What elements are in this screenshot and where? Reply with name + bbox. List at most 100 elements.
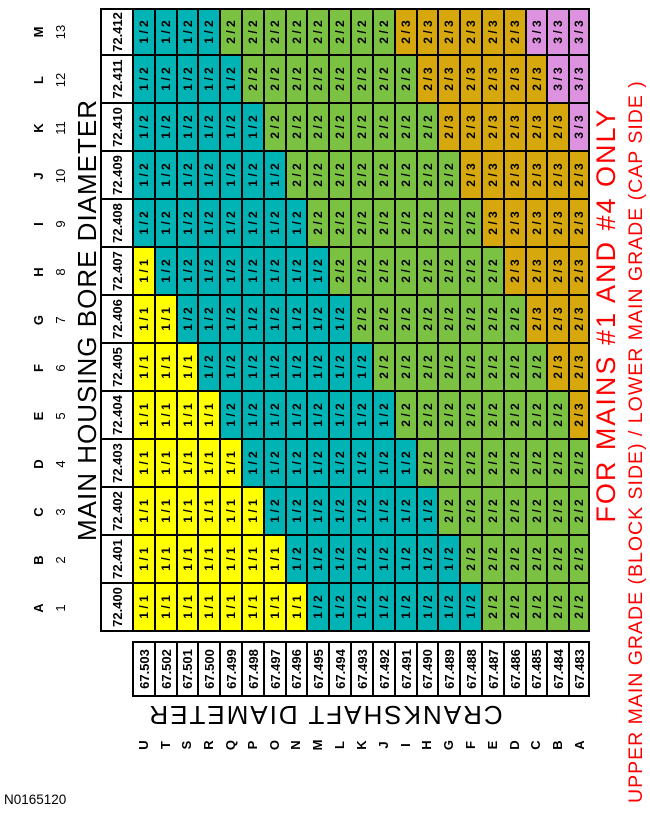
grade-cell: 1 / 2	[154, 8, 176, 56]
col-letter: H	[30, 267, 46, 277]
grade-cell: 1 / 2	[176, 296, 197, 344]
grade-cell: 2 / 2	[394, 296, 416, 344]
grade-cell: 2 / 3	[481, 8, 503, 56]
grade-cell: 2 / 2	[350, 296, 372, 344]
grade-cell: 2 / 2	[525, 584, 546, 632]
grade-cell: 2 / 2	[394, 104, 416, 152]
grade-cell: 1 / 1	[154, 536, 176, 584]
row-letter: U	[135, 740, 151, 750]
shaft-label-cell: 67.484	[546, 641, 568, 697]
grade-cell: 2 / 2	[568, 536, 590, 584]
grade-cell: 2 / 2	[328, 104, 350, 152]
grade-cell: 2 / 2	[416, 296, 437, 344]
grade-cell: 2 / 2	[525, 536, 546, 584]
grade-cell: 1 / 1	[241, 536, 263, 584]
col-number: 7	[52, 316, 68, 324]
row-letter: D	[506, 740, 522, 750]
shaft-label-cell: 67.499	[219, 641, 241, 697]
grade-cell: 2 / 3	[546, 296, 568, 344]
bore-header-cell: 72.408	[100, 200, 132, 248]
grade-cell: 1 / 2	[285, 440, 306, 488]
grade-cell: 2 / 2	[263, 8, 285, 56]
grade-cell: 1 / 2	[197, 296, 219, 344]
grade-cell: 2 / 3	[459, 104, 481, 152]
grade-cell: 1 / 2	[241, 248, 263, 296]
grade-cell: 2 / 3	[525, 248, 546, 296]
grade-cell: 2 / 2	[416, 200, 437, 248]
grade-cell: 1 / 1	[132, 392, 154, 440]
row-letter: P	[244, 740, 260, 750]
grade-cell: 1 / 2	[132, 200, 154, 248]
grade-cell: 2 / 2	[481, 296, 503, 344]
grade-cell: 1 / 1	[241, 488, 263, 536]
grade-cell: 1 / 2	[306, 584, 328, 632]
grade-cell: 2 / 3	[568, 248, 590, 296]
col-letter: L	[30, 76, 46, 84]
shaft-label-cell: 67.489	[437, 641, 459, 697]
grade-cell: 1 / 2	[306, 488, 328, 536]
grade-cell: 1 / 2	[350, 344, 372, 392]
row-letter: J	[375, 741, 391, 749]
bore-header-cell: 72.405	[100, 344, 132, 392]
grade-cell: 1 / 2	[219, 248, 241, 296]
grade-cell: 1 / 1	[132, 536, 154, 584]
shaft-label-cell: 67.492	[372, 641, 394, 697]
col-letter: I	[30, 222, 46, 226]
grade-cell: 2 / 2	[416, 104, 437, 152]
grade-cell: 2 / 3	[546, 152, 568, 200]
grade-cell: 2 / 3	[568, 200, 590, 248]
grade-cell: 1 / 1	[176, 440, 197, 488]
grade-cell: 1 / 2	[263, 296, 285, 344]
grade-cell: 1 / 2	[154, 152, 176, 200]
shaft-label-cell: 67.500	[197, 641, 219, 697]
col-number: 10	[52, 168, 68, 184]
row-letter: B	[549, 740, 565, 750]
grade-cell: 2 / 3	[568, 344, 590, 392]
grade-cell: 1 / 2	[197, 8, 219, 56]
shaft-label-cell: 67.491	[394, 641, 416, 697]
grade-cell: 3 / 3	[568, 56, 590, 104]
grade-cell: 1 / 1	[132, 440, 154, 488]
row-letter: H	[419, 740, 434, 750]
grade-cell: 2 / 2	[416, 440, 437, 488]
grade-cell: 1 / 1	[132, 584, 154, 632]
shaft-label-cell: 67.498	[241, 641, 263, 697]
grade-cell: 2 / 2	[350, 56, 372, 104]
grade-cell: 1 / 1	[219, 488, 241, 536]
grade-cell: 2 / 2	[481, 536, 503, 584]
shaft-label-cell: 67.493	[350, 641, 372, 697]
grade-cell: 2 / 2	[219, 8, 241, 56]
row-letter: E	[484, 740, 500, 750]
grade-cell: 1 / 2	[241, 152, 263, 200]
grade-cell: 2 / 3	[481, 104, 503, 152]
grade-cell: 1 / 2	[372, 392, 394, 440]
grade-cell: 2 / 3	[503, 8, 525, 56]
shaft-label-cell: 67.485	[525, 641, 546, 697]
grade-cell: 2 / 2	[568, 584, 590, 632]
grade-cell: 2 / 2	[459, 248, 481, 296]
grade-cell: 2 / 2	[350, 104, 372, 152]
grade-cell: 2 / 3	[437, 8, 459, 56]
grade-cell: 1 / 2	[394, 536, 416, 584]
grade-cell: 2 / 2	[328, 152, 350, 200]
grade-cell: 2 / 3	[568, 392, 590, 440]
grade-cell: 2 / 2	[241, 8, 263, 56]
grade-cell: 2 / 3	[546, 200, 568, 248]
grade-cell: 1 / 1	[176, 488, 197, 536]
grade-cell: 2 / 3	[546, 104, 568, 152]
col-number: 13	[52, 24, 68, 40]
grade-cell: 2 / 2	[481, 488, 503, 536]
grade-cell: 2 / 2	[306, 152, 328, 200]
grade-cell: 2 / 2	[437, 488, 459, 536]
col-number: 1	[52, 604, 68, 612]
grade-cell: 2 / 2	[350, 8, 372, 56]
row-letter: M	[309, 739, 325, 751]
grade-cell: 1 / 2	[176, 56, 197, 104]
grade-cell: 2 / 2	[285, 104, 306, 152]
grade-cell: 1 / 2	[197, 200, 219, 248]
grade-cell: 1 / 1	[197, 536, 219, 584]
grade-cell: 1 / 2	[350, 488, 372, 536]
grade-cell: 1 / 2	[437, 536, 459, 584]
